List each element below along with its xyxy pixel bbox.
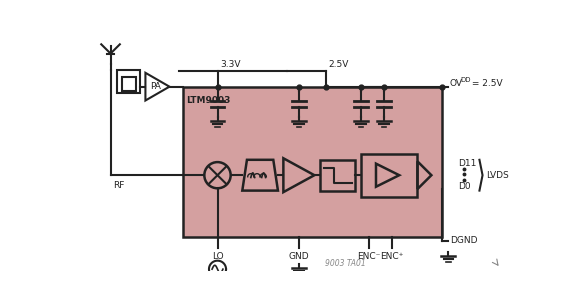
Text: LTM9003: LTM9003 (187, 96, 231, 105)
Text: LVDS: LVDS (486, 171, 509, 180)
Text: DD: DD (461, 77, 472, 84)
Text: LO: LO (212, 252, 223, 261)
Text: D0: D0 (458, 182, 470, 191)
Text: GND: GND (288, 252, 309, 261)
Text: ENC⁺: ENC⁺ (380, 252, 404, 261)
Text: 9003 TA01: 9003 TA01 (325, 259, 366, 268)
Text: OV: OV (450, 79, 463, 88)
Text: PA: PA (150, 82, 161, 91)
Text: RF: RF (113, 181, 124, 190)
Text: = 2.5V: = 2.5V (469, 79, 503, 88)
Bar (183, 87, 442, 237)
Text: 3.3V: 3.3V (220, 60, 241, 69)
Text: DGND: DGND (450, 236, 478, 245)
Text: D11: D11 (458, 159, 476, 168)
Text: 2.5V: 2.5V (328, 60, 348, 69)
Text: ENC⁻: ENC⁻ (357, 252, 380, 261)
Bar (320, 160, 355, 191)
Bar (122, 77, 136, 91)
Bar (117, 70, 140, 93)
Bar (361, 154, 418, 197)
